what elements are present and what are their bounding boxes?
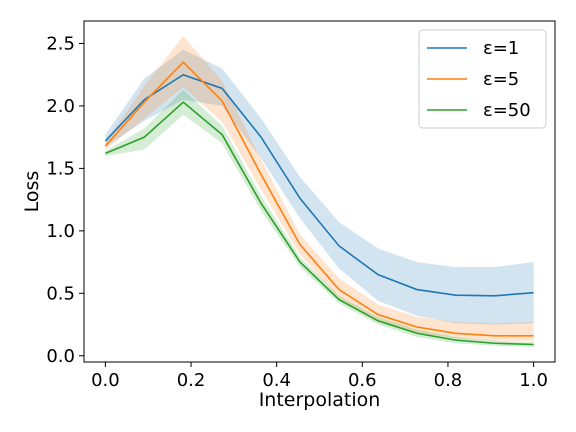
legend-label-1: ε=1 [483, 38, 519, 59]
y-tick-label: 2.5 [46, 33, 75, 54]
x-tick-label: 0.6 [348, 370, 377, 391]
legend: ε=1 ε=5 ε=50 [418, 29, 547, 129]
legend-box [418, 29, 547, 129]
y-tick-label: 0.0 [46, 346, 75, 367]
x-axis-ticks: 0.0 0.2 0.4 0.6 0.8 1.0 [91, 362, 548, 391]
y-tick-label: 2.0 [46, 96, 75, 117]
y-tick-label: 1.5 [46, 158, 75, 179]
series-line-1 [104, 73, 534, 297]
x-axis-label: Interpolation [259, 389, 381, 411]
y-axis-ticks: 0.0 0.5 1.0 1.5 2.0 2.5 [46, 33, 84, 367]
x-tick-label: 0.2 [177, 370, 206, 391]
legend-label-2: ε=5 [483, 69, 519, 90]
series-line-2 [104, 61, 534, 337]
y-tick-label: 1.0 [46, 221, 75, 242]
confidence-band-1 [105, 49, 534, 325]
legend-label-3: ε=50 [483, 100, 531, 121]
x-tick-label: 0.8 [434, 370, 463, 391]
confidence-bands [105, 35, 534, 348]
confidence-band-2 [105, 35, 534, 341]
series-lines [104, 61, 534, 346]
y-tick-label: 0.5 [46, 283, 75, 304]
y-axis-label: Loss [21, 171, 43, 213]
x-tick-label: 0.0 [91, 370, 120, 391]
series-line-3 [105, 101, 534, 346]
x-tick-label: 0.4 [262, 370, 291, 391]
plot-frame [83, 20, 556, 363]
x-tick-label: 1.0 [519, 370, 548, 391]
